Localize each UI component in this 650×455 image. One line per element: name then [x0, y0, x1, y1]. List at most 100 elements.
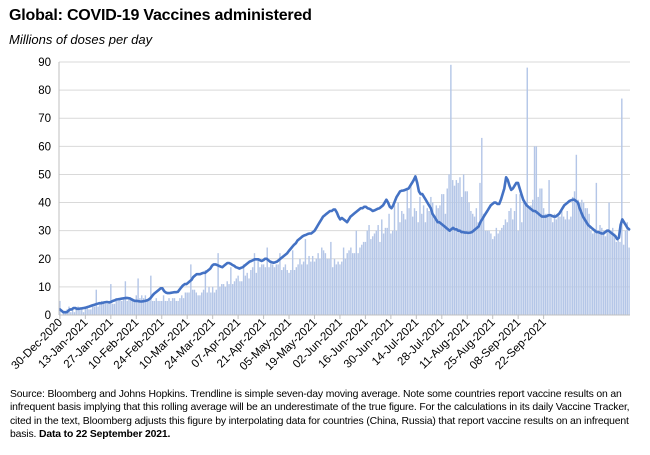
bar	[233, 281, 236, 315]
bar	[464, 191, 467, 315]
bar	[197, 295, 199, 315]
bar	[597, 230, 599, 315]
bar	[515, 194, 518, 315]
bar	[246, 272, 248, 315]
bar	[310, 261, 312, 315]
bar	[201, 292, 203, 315]
bar	[262, 264, 265, 315]
bar	[90, 309, 92, 315]
bar	[115, 300, 117, 315]
bar	[575, 154, 578, 315]
bar	[64, 312, 67, 315]
bar	[184, 292, 187, 315]
bar	[237, 275, 239, 315]
bar	[108, 300, 110, 315]
bar	[86, 306, 88, 315]
bar	[331, 267, 334, 315]
bar	[244, 275, 247, 315]
bar	[570, 216, 572, 315]
bar	[406, 188, 408, 315]
bar	[395, 230, 398, 315]
bar	[559, 216, 561, 315]
moving-average-line	[58, 175, 631, 314]
bar	[251, 267, 254, 315]
bar	[228, 284, 230, 315]
bar	[295, 267, 298, 315]
y-tick-label: 10	[38, 282, 51, 294]
bar	[435, 205, 438, 315]
bar	[542, 208, 545, 315]
bar	[393, 205, 396, 315]
bar	[351, 253, 354, 315]
bar	[126, 300, 128, 315]
bar	[537, 196, 539, 315]
bar	[259, 267, 261, 315]
bar	[419, 196, 421, 315]
bar	[315, 258, 318, 315]
bar	[270, 261, 272, 315]
bar	[268, 267, 270, 315]
bar	[102, 303, 105, 315]
y-tick-label: 90	[38, 57, 51, 69]
bar	[224, 286, 227, 315]
bar	[330, 241, 332, 315]
bar	[448, 174, 450, 315]
bar	[311, 255, 314, 315]
bar	[341, 261, 343, 315]
bar	[84, 306, 87, 315]
bar	[153, 300, 156, 315]
y-tick-label: 0	[45, 310, 51, 322]
bar	[281, 270, 283, 315]
bar	[70, 312, 72, 315]
bar	[617, 239, 619, 315]
bar	[482, 213, 485, 315]
bar	[271, 264, 274, 315]
bar	[459, 177, 461, 315]
bar	[137, 278, 139, 315]
bar	[377, 225, 379, 315]
bar	[564, 219, 567, 315]
bar	[539, 188, 541, 315]
y-tick-label: 50	[38, 169, 51, 181]
bar	[101, 300, 103, 315]
bar	[568, 219, 570, 315]
bar	[526, 67, 528, 315]
bar	[557, 213, 559, 315]
bar	[546, 213, 548, 315]
bar	[446, 188, 448, 315]
bar	[279, 253, 281, 315]
bar	[288, 272, 290, 315]
bar	[73, 312, 76, 315]
bar	[541, 188, 543, 315]
bar	[610, 230, 612, 315]
bar	[317, 253, 319, 315]
bar	[151, 300, 154, 315]
bar	[202, 289, 205, 315]
bar	[186, 292, 188, 315]
bar	[608, 202, 610, 315]
bar	[321, 247, 323, 315]
bar	[384, 227, 387, 315]
bar	[493, 236, 496, 315]
bar	[624, 230, 627, 315]
bar	[213, 292, 216, 315]
bar	[195, 292, 198, 315]
bar	[346, 253, 348, 315]
bar	[159, 300, 161, 315]
bar	[128, 298, 130, 315]
bar	[150, 275, 152, 315]
bar	[82, 312, 85, 315]
bar	[291, 250, 294, 315]
bar	[62, 312, 65, 315]
bar	[468, 202, 470, 315]
bar	[359, 247, 361, 315]
bar	[302, 261, 305, 315]
bar	[410, 182, 412, 315]
bar	[428, 210, 430, 315]
bar	[626, 222, 628, 315]
bar	[484, 230, 487, 315]
bar	[455, 180, 458, 315]
bar	[584, 208, 587, 315]
bar	[370, 239, 372, 315]
bar	[362, 241, 365, 315]
